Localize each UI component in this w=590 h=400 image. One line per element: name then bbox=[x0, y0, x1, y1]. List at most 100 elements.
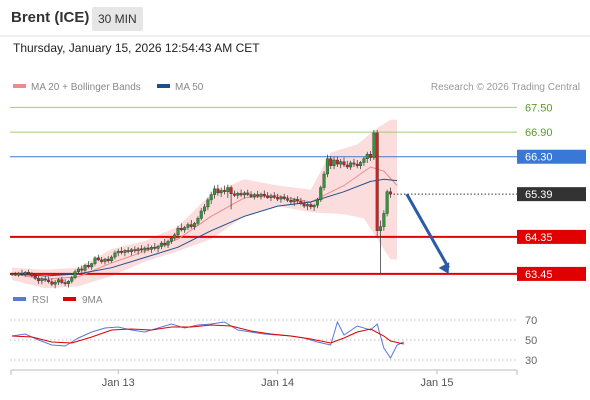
candle bbox=[203, 204, 207, 215]
candle-body bbox=[259, 193, 263, 197]
legend-swatch-rsi bbox=[13, 297, 26, 301]
candle-body bbox=[33, 275, 37, 279]
candle-body bbox=[239, 193, 243, 196]
projection-line bbox=[405, 193, 450, 269]
candle-body bbox=[126, 250, 130, 252]
candle bbox=[322, 171, 326, 191]
candle-body bbox=[159, 242, 163, 247]
candle-body bbox=[163, 242, 167, 246]
level-tag-63-45 bbox=[517, 266, 586, 281]
candle-body bbox=[312, 205, 316, 208]
rsi-9ma-line bbox=[11, 324, 404, 345]
candle bbox=[183, 225, 187, 233]
moving-averages bbox=[11, 166, 398, 280]
candle bbox=[222, 185, 226, 195]
candle bbox=[226, 184, 230, 198]
candle-body bbox=[176, 228, 180, 236]
candle bbox=[345, 160, 349, 170]
candle bbox=[219, 187, 223, 198]
candle-body bbox=[70, 277, 74, 282]
candle-body bbox=[339, 161, 343, 165]
candle bbox=[173, 232, 177, 241]
candle-body bbox=[47, 279, 51, 282]
candle-body bbox=[20, 272, 24, 275]
projection-arrow bbox=[405, 193, 450, 274]
candle-body bbox=[50, 281, 54, 285]
candle bbox=[156, 244, 160, 253]
candle-body bbox=[286, 198, 290, 201]
candle-body bbox=[100, 259, 104, 262]
candle bbox=[123, 249, 127, 257]
candle bbox=[27, 269, 31, 276]
candle-body bbox=[362, 158, 366, 163]
candle-body bbox=[30, 273, 34, 277]
candle-body bbox=[189, 224, 193, 227]
candle-body bbox=[332, 159, 336, 166]
candle-body bbox=[262, 193, 266, 196]
level-text-66-30: 66.30 bbox=[525, 152, 553, 164]
candle bbox=[209, 191, 213, 205]
candle bbox=[43, 275, 47, 283]
candle-body bbox=[10, 273, 14, 276]
datetime-label: Thursday, January 15, 2026 12:54:43 AM C… bbox=[13, 41, 260, 55]
candle-body bbox=[365, 154, 369, 159]
candle bbox=[120, 247, 124, 255]
rsi-grid: 70 50 30 bbox=[10, 315, 537, 367]
candle-body bbox=[289, 200, 293, 203]
candle-body bbox=[156, 246, 160, 249]
candle-body bbox=[143, 247, 147, 251]
candle bbox=[56, 278, 60, 285]
candle bbox=[139, 245, 143, 253]
candle bbox=[110, 255, 114, 263]
level-label-66-30: 66.30 bbox=[517, 149, 586, 164]
candle-body bbox=[56, 279, 60, 283]
candle bbox=[53, 280, 57, 289]
level-tag-64-35 bbox=[517, 229, 586, 244]
candle-body bbox=[296, 199, 300, 202]
candle bbox=[339, 158, 343, 169]
candle bbox=[146, 243, 150, 252]
candle-body bbox=[173, 234, 177, 239]
candle-body bbox=[382, 213, 386, 227]
candle-body bbox=[183, 227, 187, 231]
candle-body bbox=[43, 278, 47, 281]
candle bbox=[206, 197, 210, 211]
candle bbox=[355, 160, 359, 169]
candle bbox=[133, 246, 137, 253]
candle bbox=[83, 263, 87, 272]
candle bbox=[262, 190, 266, 198]
candle-body bbox=[136, 248, 140, 252]
level-text-63-45: 63.45 bbox=[525, 269, 553, 281]
candle bbox=[37, 275, 41, 285]
candle bbox=[359, 160, 363, 170]
candle bbox=[80, 265, 84, 273]
candle-body bbox=[276, 197, 280, 200]
bollinger-band-area bbox=[12, 119, 398, 289]
candle-body bbox=[359, 162, 363, 166]
candle bbox=[149, 245, 153, 253]
candle-body bbox=[80, 268, 84, 271]
candle-body bbox=[96, 257, 100, 261]
candle bbox=[17, 271, 21, 277]
instrument-title: Brent (ICE) bbox=[11, 9, 90, 26]
chart-header: Brent (ICE) 30 MIN bbox=[0, 0, 590, 36]
candle bbox=[76, 266, 80, 275]
candle-body bbox=[302, 203, 306, 207]
bollinger-bands bbox=[12, 119, 398, 289]
candle-body bbox=[120, 251, 124, 253]
interval-button[interactable]: 30 MIN bbox=[92, 7, 143, 31]
candle-body bbox=[116, 251, 120, 254]
candle-body bbox=[213, 188, 217, 195]
legend-swatch-ma20 bbox=[13, 84, 26, 88]
candle bbox=[375, 130, 379, 237]
candle bbox=[232, 190, 236, 198]
candle-body bbox=[76, 268, 80, 273]
candle-body bbox=[349, 162, 353, 168]
candle bbox=[329, 155, 333, 170]
candle bbox=[286, 195, 290, 202]
candle-body bbox=[17, 272, 21, 276]
level-label-66-90: 66.90 bbox=[525, 127, 553, 139]
candle bbox=[166, 239, 170, 248]
ma50-line bbox=[11, 178, 398, 277]
